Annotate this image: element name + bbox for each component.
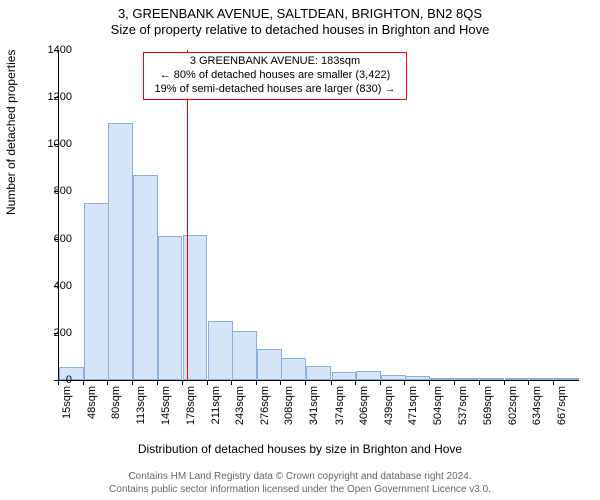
histogram-bar — [505, 378, 530, 380]
ytick-label: 1400 — [32, 44, 72, 56]
chart-figure: 3, GREENBANK AVENUE, SALTDEAN, BRIGHTON,… — [0, 0, 600, 500]
xtick-mark — [479, 380, 480, 385]
xtick-mark — [429, 380, 430, 385]
xtick-label: 308sqm — [283, 386, 295, 436]
plot-area: 3 GREENBANK AVENUE: 183sqm← 80% of detac… — [58, 50, 579, 381]
histogram-bar — [405, 376, 430, 380]
histogram-bar — [381, 375, 406, 380]
histogram-bar — [84, 203, 109, 380]
xtick-mark — [132, 380, 133, 385]
histogram-bar — [281, 358, 306, 380]
ytick-label: 600 — [32, 233, 72, 245]
footer-line-2: Contains public sector information licen… — [0, 484, 600, 497]
xtick-mark — [305, 380, 306, 385]
xtick-label: 178sqm — [185, 386, 197, 436]
xtick-label: 276sqm — [259, 386, 271, 436]
xtick-mark — [83, 380, 84, 385]
xtick-label: 406sqm — [358, 386, 370, 436]
xtick-label: 145sqm — [160, 386, 172, 436]
xtick-label: 374sqm — [334, 386, 346, 436]
xtick-mark — [280, 380, 281, 385]
xtick-mark — [331, 380, 332, 385]
xtick-label: 602sqm — [507, 386, 519, 436]
xtick-label: 48sqm — [86, 386, 98, 436]
xtick-mark — [553, 380, 554, 385]
histogram-bar — [108, 123, 133, 380]
xtick-label: 80sqm — [110, 386, 122, 436]
marker-line — [187, 50, 188, 380]
plot-area-wrap: 3 GREENBANK AVENUE: 183sqm← 80% of detac… — [58, 50, 578, 380]
xtick-label: 211sqm — [210, 386, 222, 436]
xtick-mark — [207, 380, 208, 385]
xtick-label: 439sqm — [383, 386, 395, 436]
xtick-label: 243sqm — [234, 386, 246, 436]
xtick-mark — [157, 380, 158, 385]
ytick-label: 0 — [32, 374, 72, 386]
xtick-label: 667sqm — [556, 386, 568, 436]
xtick-mark — [504, 380, 505, 385]
ytick-label: 800 — [32, 185, 72, 197]
xtick-mark — [454, 380, 455, 385]
histogram-bar — [455, 378, 480, 380]
xtick-label: 15sqm — [61, 386, 73, 436]
xtick-mark — [231, 380, 232, 385]
figure-title: 3, GREENBANK AVENUE, SALTDEAN, BRIGHTON,… — [0, 0, 600, 22]
ytick-label: 400 — [32, 280, 72, 292]
xtick-mark — [404, 380, 405, 385]
x-axis-label: Distribution of detached houses by size … — [0, 442, 600, 456]
annotation-box: 3 GREENBANK AVENUE: 183sqm← 80% of detac… — [143, 52, 407, 100]
footer-line-1: Contains HM Land Registry data © Crown c… — [0, 471, 600, 484]
histogram-bar — [133, 175, 158, 380]
y-axis-label: Number of detached properties — [4, 50, 18, 215]
histogram-bar — [257, 349, 282, 380]
histogram-bar — [158, 236, 183, 380]
histogram-bar — [480, 378, 505, 380]
xtick-label: 341sqm — [308, 386, 320, 436]
xtick-label: 471sqm — [407, 386, 419, 436]
xtick-label: 113sqm — [135, 386, 147, 436]
histogram-bar — [208, 321, 233, 380]
ytick-label: 1000 — [32, 138, 72, 150]
histogram-bar — [356, 371, 381, 380]
xtick-mark — [182, 380, 183, 385]
xtick-mark — [380, 380, 381, 385]
xtick-label: 634sqm — [531, 386, 543, 436]
histogram-bar — [232, 331, 257, 381]
xtick-mark — [528, 380, 529, 385]
histogram-bar — [306, 366, 331, 380]
figure-subtitle: Size of property relative to detached ho… — [0, 22, 600, 38]
xtick-label: 537sqm — [457, 386, 469, 436]
ytick-label: 1200 — [32, 91, 72, 103]
histogram-bar — [529, 378, 554, 380]
xtick-label: 504sqm — [432, 386, 444, 436]
figure-footer: Contains HM Land Registry data © Crown c… — [0, 471, 600, 496]
histogram-bar — [430, 378, 455, 380]
xtick-label: 569sqm — [482, 386, 494, 436]
histogram-bar — [332, 372, 357, 380]
ytick-label: 200 — [32, 327, 72, 339]
xtick-mark — [256, 380, 257, 385]
xtick-mark — [355, 380, 356, 385]
xtick-mark — [107, 380, 108, 385]
histogram-bar — [554, 378, 579, 380]
